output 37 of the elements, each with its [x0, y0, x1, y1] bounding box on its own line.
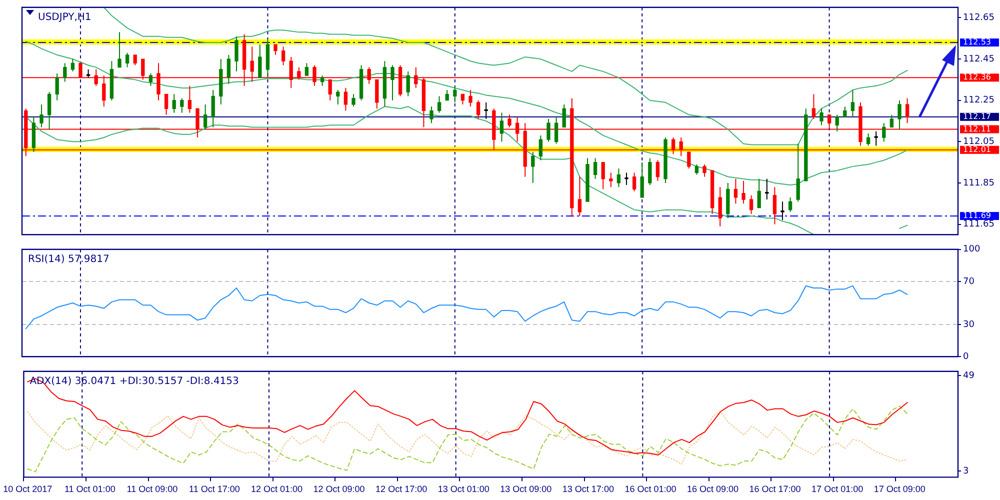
y-tick-label: 111.65 — [963, 220, 994, 230]
y-tick-label: 30 — [963, 320, 975, 330]
line-series — [27, 411, 908, 465]
line-series — [27, 406, 908, 472]
ref-line-label: 112.53 — [963, 38, 991, 47]
y-tick-label: 49 — [963, 370, 975, 381]
y-tick-label: 112.45 — [963, 54, 994, 64]
y-tick-label: 112.25 — [963, 96, 994, 106]
ref-line-label: 112.11 — [963, 124, 991, 134]
x-tick-label: 17 Oct 09:00 — [874, 484, 926, 494]
x-tick-label: 16 Oct 09:00 — [686, 484, 739, 494]
x-tick-label: 11 Oct 17:00 — [189, 484, 240, 494]
x-tick-label: 11 Oct 01:00 — [64, 484, 116, 494]
x-tick-label: 13 Oct 01:00 — [438, 484, 490, 494]
y-tick-label: 112.05 — [963, 137, 994, 147]
x-tick-label: 13 Oct 09:00 — [500, 484, 552, 494]
y-tick-label: 112.65 — [963, 13, 994, 24]
x-tick-label: 11 Oct 09:00 — [126, 484, 178, 494]
y-tick-label: 111.85 — [963, 178, 994, 188]
y-tick-label: 0 — [963, 352, 969, 362]
ref-line-label: 111.69 — [963, 211, 991, 220]
ref-line-label: 112.17 — [963, 112, 991, 121]
x-tick-label: 10 Oct 2017 — [3, 484, 52, 494]
x-tick-label: 16 Oct 01:00 — [624, 484, 676, 494]
x-tick-label: 13 Oct 17:00 — [562, 484, 614, 494]
ref-line-label: 112.36 — [963, 72, 991, 82]
x-tick-label: 16 Oct 17:00 — [749, 484, 801, 494]
y-tick-label: 100 — [963, 244, 980, 255]
ref-line-label: 112.01 — [963, 144, 991, 154]
text: USDJPY,H1 — [38, 12, 92, 23]
y-tick-label: 70 — [963, 276, 975, 287]
x-tick-label: 12 Oct 01:00 — [250, 484, 303, 494]
x-tick-label: 12 Oct 17:00 — [376, 484, 428, 494]
y-tick-label: 3 — [963, 466, 969, 476]
x-tick-label: 12 Oct 09:00 — [313, 484, 365, 494]
x-tick-label: 17 Oct 01:00 — [812, 484, 864, 494]
text: RSI(14) 57.9817 — [28, 254, 110, 265]
